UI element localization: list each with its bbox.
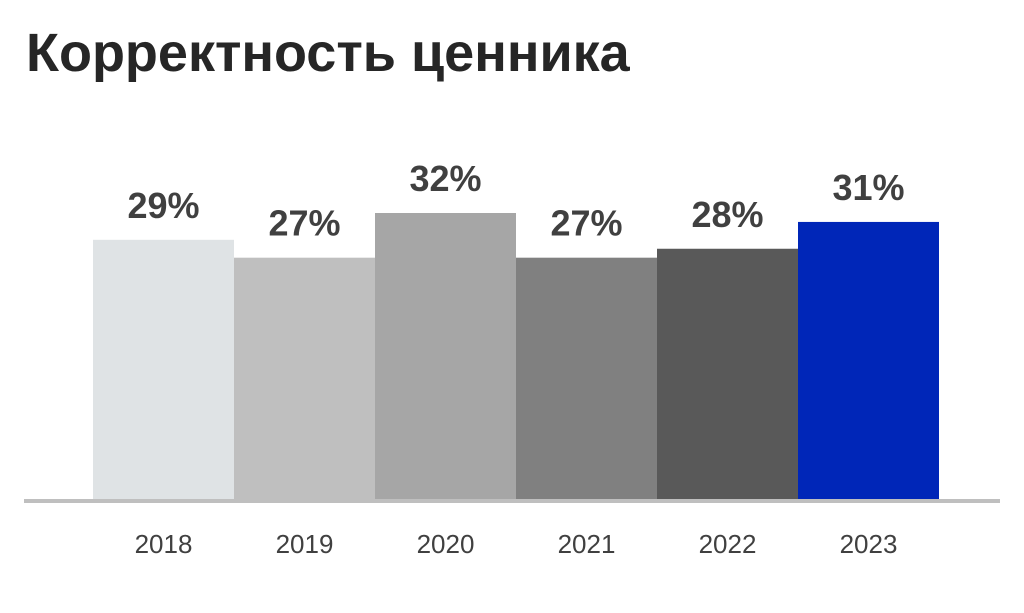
value-label-2023: 31% (832, 167, 904, 208)
value-label-2021: 27% (550, 203, 622, 244)
x-tick-label-2018: 2018 (135, 529, 193, 559)
x-tick-label-2022: 2022 (699, 529, 757, 559)
x-tick-label-2023: 2023 (840, 529, 898, 559)
value-label-2019: 27% (268, 203, 340, 244)
x-tick-label-2019: 2019 (276, 529, 334, 559)
value-label-2020: 32% (409, 158, 481, 199)
bar-2021 (516, 257, 657, 499)
x-tick-label-2020: 2020 (417, 529, 475, 559)
x-tick-label-2021: 2021 (558, 529, 616, 559)
bars-group (93, 213, 939, 499)
bar-2020 (375, 213, 516, 499)
bar-2018 (93, 239, 234, 499)
value-labels-group: 29% 27% 32% 27% 28% 31% (127, 158, 904, 244)
value-label-2018: 29% (127, 185, 199, 226)
x-tick-labels-group: 2018 2019 2020 2021 2022 2023 (135, 529, 898, 559)
bar-2023 (798, 221, 939, 499)
bar-2022 (657, 248, 798, 499)
bar-2019 (234, 257, 375, 499)
chart-title: Корректность ценника (26, 23, 630, 83)
value-label-2022: 28% (691, 194, 763, 235)
